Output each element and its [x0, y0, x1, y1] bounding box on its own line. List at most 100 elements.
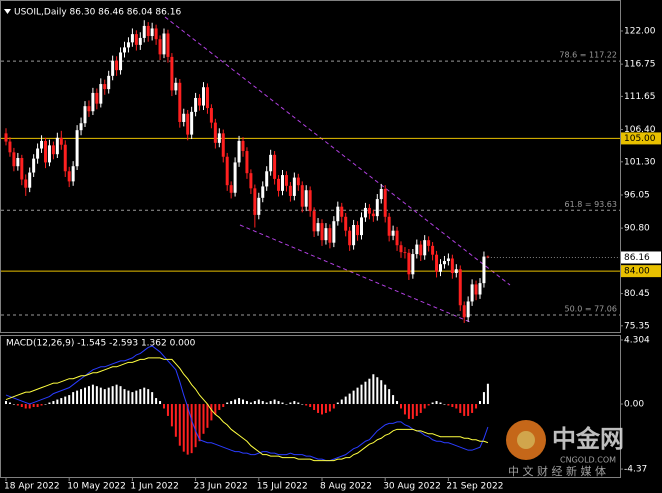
candle-body — [367, 207, 371, 214]
macd-histogram-bar — [479, 401, 481, 405]
candle-body — [356, 224, 360, 236]
candle-body — [363, 207, 367, 218]
macd-histogram-bar — [245, 401, 248, 405]
candle-body — [198, 97, 202, 106]
macd-histogram-bar — [166, 404, 169, 416]
macd-histogram-bar — [44, 404, 47, 405]
macd-histogram-bar — [36, 404, 39, 407]
macd-histogram-bar — [447, 404, 450, 406]
macd-histogram-bar — [376, 377, 379, 405]
macd-histogram-bar — [222, 404, 225, 407]
last-price-label: 86.16 — [624, 253, 650, 263]
x-tick-label: 30 Aug 2022 — [383, 482, 441, 492]
macd-histogram-bar — [273, 399, 276, 405]
candle-body — [202, 87, 205, 106]
candle-body — [253, 188, 257, 215]
candle-body — [324, 228, 328, 241]
candle-body — [194, 97, 198, 112]
last-price-box — [621, 251, 661, 264]
candle-body — [470, 284, 474, 302]
macd-histogram-bar — [356, 387, 359, 405]
candle-body — [395, 230, 399, 246]
candle-body — [458, 269, 462, 306]
macd-histogram-bar — [293, 401, 296, 405]
macd-histogram-bar — [486, 383, 489, 405]
candle-body — [233, 162, 237, 193]
macd-histogram-bar — [103, 389, 106, 405]
candle-body — [379, 188, 383, 200]
macd-histogram-bar — [123, 389, 126, 405]
candle-body — [99, 84, 103, 104]
macd-histogram-bar — [281, 402, 284, 405]
macd-histogram-bar — [72, 392, 75, 405]
macd-histogram-bar — [159, 401, 162, 405]
macd-histogram-bar — [463, 404, 466, 416]
candle-body — [478, 283, 482, 295]
macd-histogram-bar — [435, 401, 438, 405]
candle-body — [170, 56, 174, 91]
x-tick-label: 1 Jun 2022 — [130, 482, 178, 492]
candle-body — [51, 145, 55, 155]
candle-body — [454, 269, 458, 274]
candle-body — [439, 264, 442, 272]
macd-histogram-bar — [99, 387, 102, 405]
macd-histogram-bar — [459, 404, 462, 413]
x-tick-label: 21 Sep 2022 — [446, 482, 503, 492]
macd-histogram-bar — [218, 404, 221, 410]
macd-histogram-bar — [147, 389, 150, 405]
y-tick-label: -4.37 — [624, 465, 647, 475]
candle-body — [296, 177, 300, 186]
level-label: 50.0 = 77.06 — [564, 304, 617, 313]
candle-body — [130, 34, 134, 43]
macd-panel-frame — [0, 335, 621, 478]
level-price-label: 84.00 — [624, 267, 650, 277]
candle-body — [273, 154, 277, 179]
macd-histogram-bar — [5, 401, 7, 405]
macd-histogram-bar — [423, 404, 426, 409]
macd-histogram-bar — [151, 392, 154, 405]
macd-histogram-bar — [368, 378, 371, 405]
candle-body — [134, 34, 138, 45]
y-tick-label: 75.35 — [624, 321, 650, 331]
watermark-logo-inner — [517, 431, 535, 449]
macd-histogram-bar — [301, 404, 304, 405]
candle-body — [288, 185, 292, 196]
candle-body — [462, 305, 466, 318]
candle-body — [304, 190, 308, 207]
y-tick-label: 101.30 — [624, 157, 656, 167]
candle-body — [123, 47, 126, 53]
candle-body — [257, 197, 261, 215]
candle-body — [174, 82, 178, 91]
macd-histogram-bar — [324, 404, 327, 413]
macd-histogram-bar — [226, 402, 229, 405]
candle-body — [277, 178, 281, 191]
x-tick-label: 8 Aug 2022 — [320, 482, 372, 492]
candle-body — [126, 42, 130, 48]
candle-body — [47, 145, 51, 163]
chart-header: USOIL,Daily 86.30 86.46 86.04 86.16 — [14, 8, 181, 18]
candle-body — [158, 39, 162, 55]
watermark-site: CNGOLD.COM — [560, 456, 616, 465]
candle-body — [146, 25, 150, 37]
candle-body — [154, 28, 158, 40]
candle-body — [20, 158, 24, 180]
macd-histogram-bar — [309, 404, 312, 407]
candle-body — [190, 111, 194, 135]
macd-histogram-bar — [475, 404, 478, 409]
macd-histogram-bar — [360, 384, 363, 405]
macd-histogram-bar — [265, 402, 268, 405]
y-tick-label: 0.00 — [624, 400, 644, 410]
candle-body — [336, 206, 340, 222]
macd-histogram-bar — [400, 404, 402, 409]
macd-histogram-bar — [380, 380, 383, 405]
candle-body — [300, 185, 304, 207]
macd-histogram-bar — [214, 404, 217, 415]
candle-body — [360, 217, 363, 236]
candle-body — [446, 258, 450, 262]
level-price-label: 105.00 — [624, 134, 656, 144]
candle-body — [8, 141, 12, 153]
y-tick-label: 122.00 — [624, 26, 656, 36]
macd-histogram-bar — [198, 404, 201, 442]
macd-histogram-bar — [392, 395, 395, 405]
